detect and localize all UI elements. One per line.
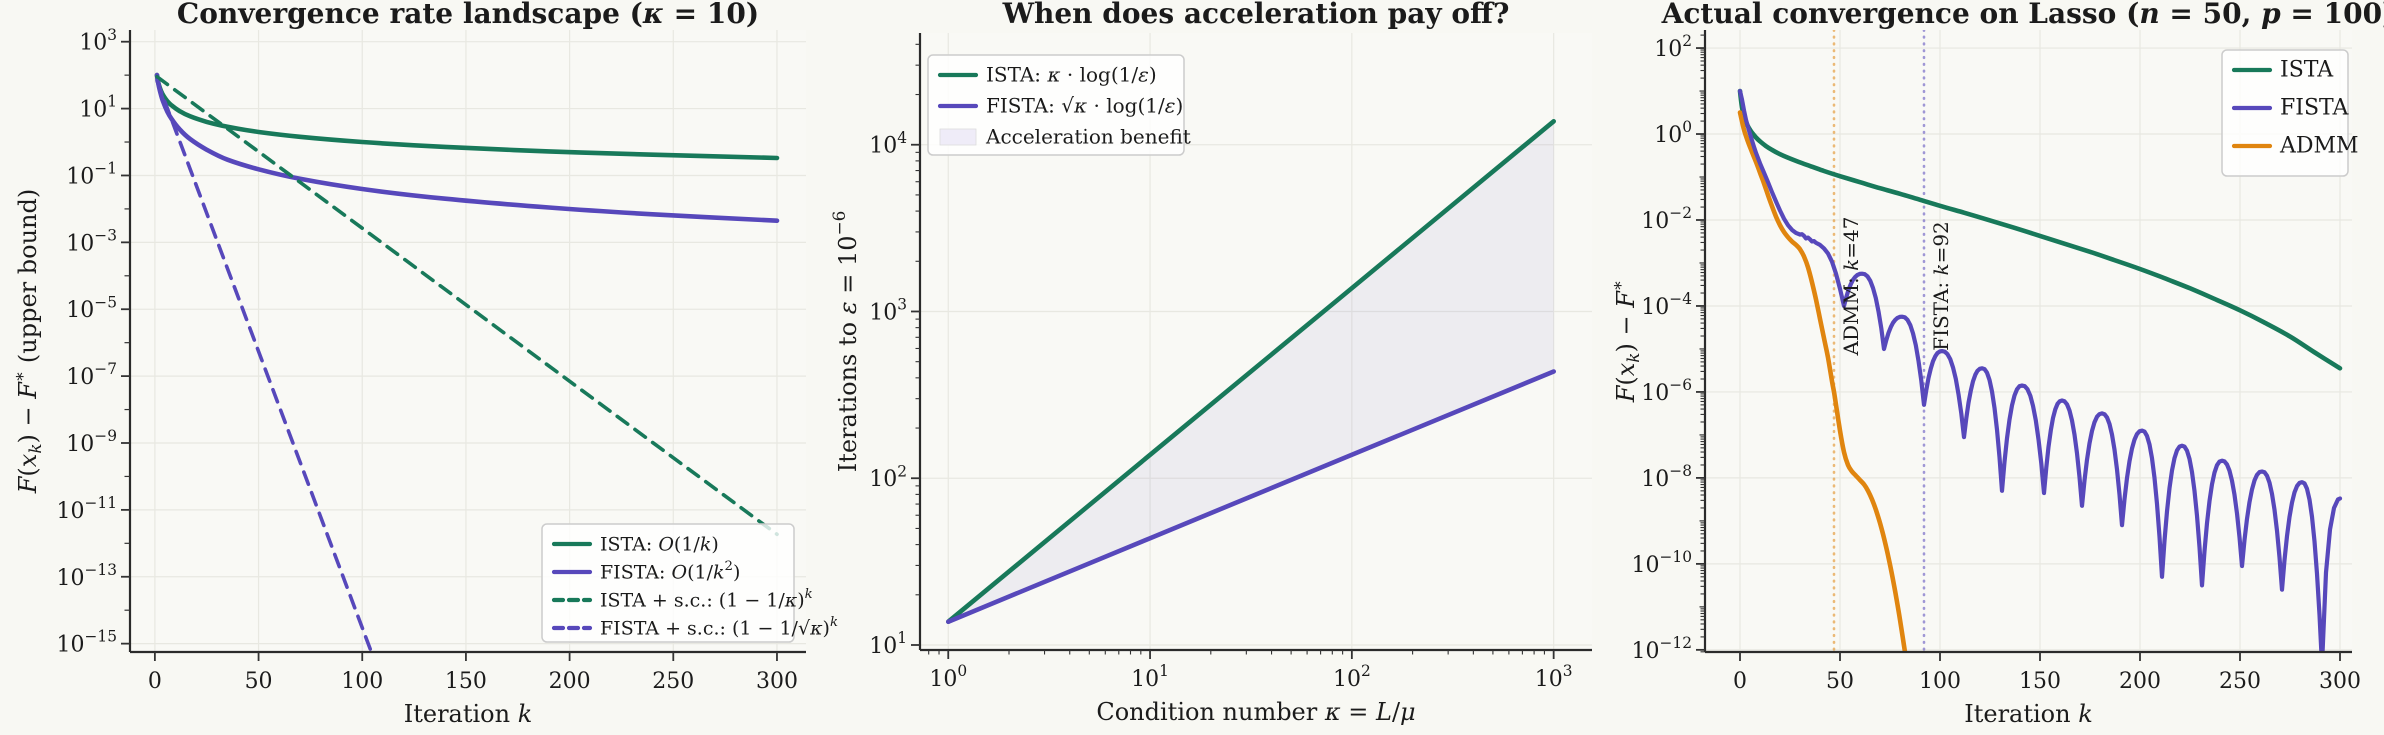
threshold-annotation: FISTA: k=92 [1929, 221, 1953, 351]
grid-middle [920, 33, 1592, 650]
y-tick-label: 10−4 [1641, 290, 1692, 320]
ticks-right [1696, 34, 2341, 661]
y-tick-label: 10−10 [1632, 548, 1692, 578]
legend-entry-label: FISTA [2280, 96, 2349, 121]
x-tick-label: 102 [1333, 662, 1371, 692]
x-tick-label: 200 [549, 669, 591, 694]
fista-lasso-line [1737, 88, 2343, 652]
plot-title-middle: When does acceleration pay off? [1002, 0, 1510, 30]
y-tick-label: 10−13 [57, 561, 117, 591]
x-tick-label: 150 [2019, 669, 2061, 694]
y-tick-label: 101 [869, 629, 907, 659]
ticks-middle [911, 43, 1555, 659]
legend-entry-label: ISTA: κ · log(1/ε) [986, 63, 1157, 87]
x-tick-label: 200 [2119, 669, 2161, 694]
legend-entry-label: FISTA: O(1/k2) [600, 559, 740, 584]
plot-area-right [1737, 30, 2343, 652]
spines-left [128, 30, 806, 654]
ticks-left [121, 40, 778, 661]
ista-iters-line [946, 119, 1556, 624]
x-tick-label: 0 [1733, 669, 1747, 694]
fista-bound-line [154, 72, 780, 223]
plot-title-right: Actual convergence on Lasso (n = 50, p =… [1661, 0, 2384, 30]
legend-middle: ISTA: κ · log(1/ε) FISTA: √κ · log(1/ε) Ac… [927, 54, 1191, 156]
legend-entry-label: FISTA: √κ · log(1/ε) [986, 94, 1183, 118]
x-tick-label: 50 [1826, 669, 1854, 694]
threshold-annotation: ADMM: k=47 [1839, 217, 1863, 357]
y-tick-label: 10−9 [66, 427, 117, 457]
spines-middle [918, 33, 1592, 652]
grid-left [130, 30, 806, 652]
x-tick-label: 300 [756, 669, 798, 694]
y-tick-label: 10−8 [1641, 462, 1692, 492]
legend-left: ISTA: O(1/k) FISTA: O(1/k2) ISTA + s.c.: (… [541, 523, 838, 643]
fista-iters-line [946, 369, 1556, 624]
legend-entry-label: ISTA + s.c.: (1 − 1/κ)k [600, 587, 813, 612]
legend-entry-label: ISTA [2280, 58, 2334, 83]
plot-area-left [154, 72, 780, 652]
plot-lasso-convergence: ADMM: k=47 FISTA: k=92 0 50 100 150 200 250 300 1… [1607, 0, 2384, 728]
plot-acceleration-payoff: 100 101 102 103 101 102 103 104 When does accele… [829, 0, 1592, 726]
y-tick-label: 10−11 [57, 494, 117, 524]
y-axis-label-left: F(xk) − F∗ (upper bound) [9, 189, 45, 494]
y-tick-label: 10−1 [66, 160, 117, 190]
fista-strongly-convex-line [155, 78, 374, 652]
x-tick-label: 100 [1919, 669, 1961, 694]
y-tick-label: 102 [1654, 32, 1692, 62]
y-tick-label: 10−12 [1632, 634, 1692, 664]
legend-entry-label: ISTA: O(1/k) [600, 534, 719, 556]
y-tick-label: 10−2 [1641, 204, 1692, 234]
y-tick-label: 103 [79, 26, 117, 56]
x-tick-label: 103 [1535, 662, 1573, 692]
legend-right: ISTA FISTA ADMM [2221, 49, 2359, 177]
legend-swatch-patch [939, 128, 977, 146]
x-tick-label: 250 [2219, 669, 2261, 694]
x-axis-label-left: Iteration k [404, 700, 533, 728]
x-tick-label: 150 [445, 669, 487, 694]
y-axis-label-middle: Iterations to ε = 10−6 [829, 211, 862, 473]
y-tick-label: 104 [869, 129, 907, 159]
x-tick-label: 300 [2319, 669, 2361, 694]
x-axis-label-right: Iteration k [1964, 700, 2093, 728]
legend-entry-label: ADMM [2279, 134, 2359, 159]
y-tick-label: 100 [1654, 118, 1692, 148]
y-tick-label: 102 [869, 462, 907, 492]
x-tick-label: 0 [148, 669, 162, 694]
legend-entry-label: FISTA + s.c.: (1 − 1/√κ)k [600, 615, 838, 640]
x-tick-label: 250 [652, 669, 694, 694]
plot-area-middle [946, 119, 1556, 624]
x-tick-label: 100 [341, 669, 383, 694]
ista-strongly-convex-line [155, 74, 779, 537]
x-tick-label: 50 [245, 669, 273, 694]
y-tick-label: 10−5 [66, 293, 117, 323]
y-axis-label-right: F(xk) − F∗ [1607, 280, 1643, 404]
y-tick-label: 101 [79, 93, 117, 123]
admm-lasso-line [1737, 110, 1908, 652]
plot-title-left: Convergence rate landscape (κ = 10) [177, 0, 759, 30]
plot-convergence-rate-landscape: 0 50 100 150 200 250 300 103 101 10−1 10−3 10−5 10−7… [9, 0, 838, 728]
legend-entry-label: Acceleration benefit [985, 125, 1191, 149]
ista-lasso-line [1737, 88, 2343, 371]
x-axis-label-middle: Condition number κ = L/μ [1096, 698, 1415, 726]
y-tick-label: 10−7 [66, 360, 117, 390]
y-tick-label: 10−15 [57, 628, 117, 658]
y-tick-label: 103 [869, 296, 907, 326]
x-tick-label: 101 [1131, 662, 1169, 692]
y-tick-label: 10−6 [1641, 376, 1692, 406]
x-tick-label: 100 [929, 662, 967, 692]
y-tick-label: 10−3 [66, 226, 117, 256]
